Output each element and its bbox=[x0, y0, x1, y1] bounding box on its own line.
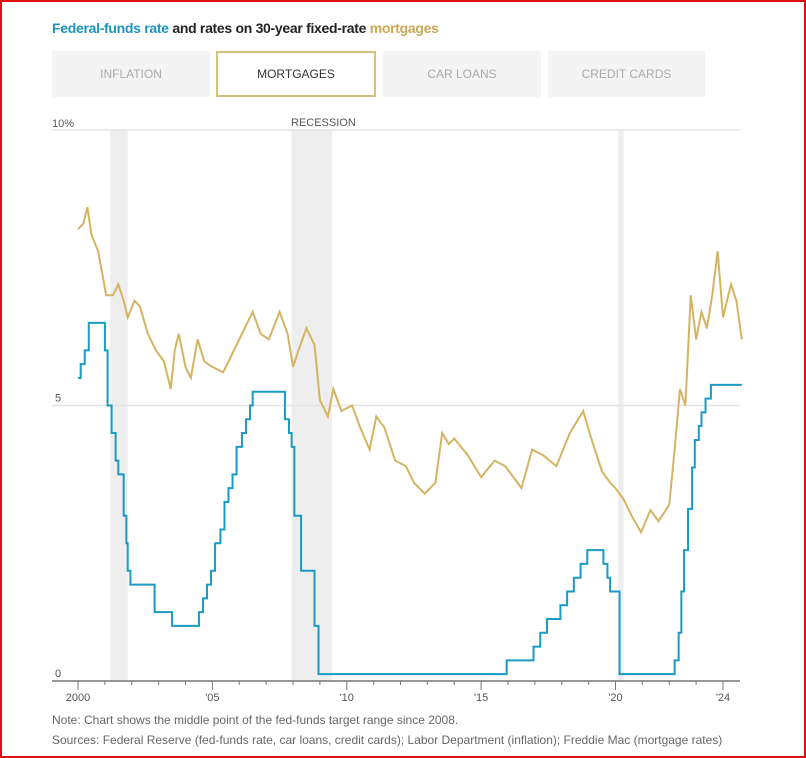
chart-sources: Sources: Federal Reserve (fed-funds rate… bbox=[52, 733, 723, 747]
x-tick-label: '05 bbox=[205, 692, 219, 704]
y-tick-label: 10% bbox=[52, 118, 74, 130]
tab-inflation[interactable]: INFLATION bbox=[52, 51, 210, 97]
title-mortgages: mortgages bbox=[369, 20, 439, 36]
chart-note: Note: Chart shows the middle point of th… bbox=[52, 713, 459, 727]
title-mid: and rates on 30-year fixed-rate bbox=[168, 20, 370, 36]
tab-car-loans[interactable]: CAR LOANS bbox=[383, 51, 541, 97]
recession-label: RECESSION bbox=[291, 117, 356, 129]
x-tick-label: 2000 bbox=[66, 692, 90, 704]
title-fed: Federal-funds rate bbox=[52, 20, 169, 36]
tab-mortgages[interactable]: MORTGAGES bbox=[216, 51, 376, 97]
y-tick-label: 0 bbox=[55, 668, 61, 680]
tab-credit-cards[interactable]: CREDIT CARDS bbox=[548, 51, 705, 97]
fed-funds-line bbox=[78, 321, 742, 676]
x-tick-label: '15 bbox=[474, 692, 488, 704]
x-tick-label: '24 bbox=[716, 692, 730, 704]
x-tick-label: '20 bbox=[608, 692, 622, 704]
y-tick-label: 5 bbox=[55, 393, 61, 405]
x-tick-label: '10 bbox=[340, 692, 354, 704]
chart-title: Federal-funds rate and rates on 30-year … bbox=[52, 20, 439, 36]
mortgage-line bbox=[77, 206, 743, 535]
